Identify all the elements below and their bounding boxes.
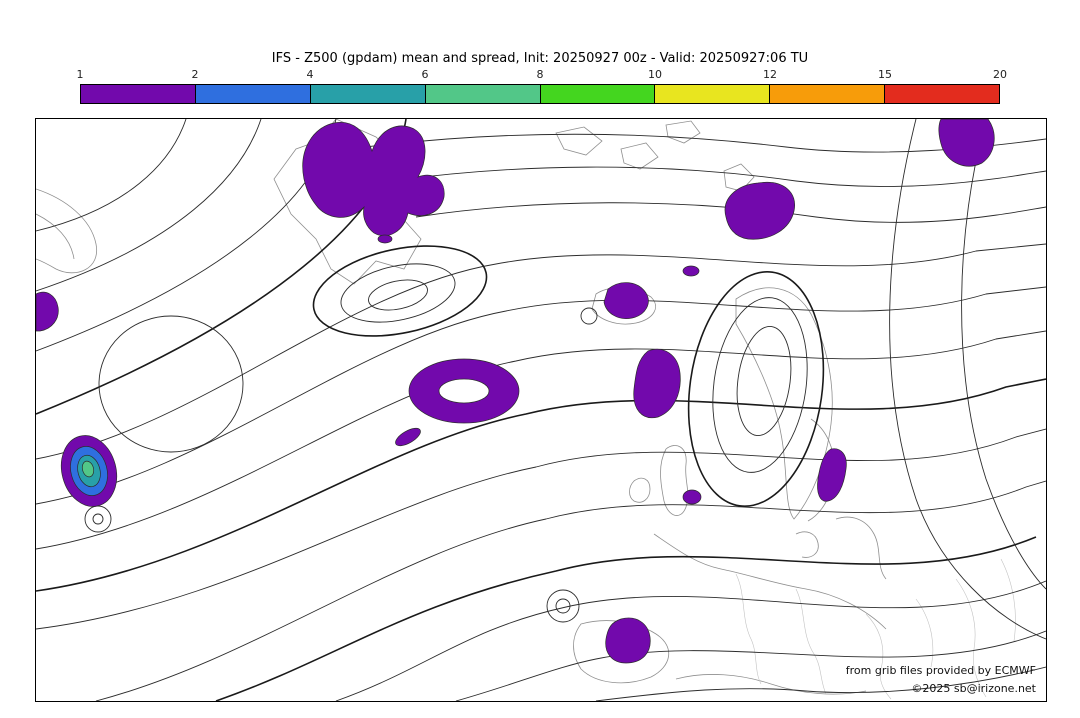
colorbar-segment [540,85,656,103]
spread-streak-atlantic [395,427,421,447]
colorbar-segment [425,85,541,103]
colorbar-segment [195,85,311,103]
colorbar-tick-label: 1 [76,68,84,81]
country-borders [735,558,1016,700]
colorbar-segment [655,85,771,103]
height-contours [36,119,1046,701]
credit-ecmwf: from grib files provided by ECMWF [845,664,1036,677]
spread-maximum-rings [60,435,118,507]
colorbar-segment [81,85,196,103]
colorbar-tick-label: 20 [993,68,1007,81]
colorbar-segment-row [80,84,1000,104]
colorbar-segment [885,85,999,103]
spread-colorbar: 1 2 4 6 8 10 12 15 20 [77,68,1008,104]
spread-donut-atlantic [408,358,520,424]
weather-map [36,119,1046,701]
credit-copyright: ©2025 sb@irizone.net [911,682,1036,695]
colorbar-tick-label: 15 [878,68,892,81]
spread-dot-channel [682,489,702,505]
colorbar-tick-row: 1 2 4 6 8 10 12 15 20 [77,68,1008,82]
spread-dot-norwegian-sea [682,265,700,277]
spread-blob-top-right [938,119,995,167]
colorbar-segment [310,85,426,103]
spread-blob-barents [724,181,796,240]
colorbar-tick-label: 6 [421,68,429,81]
spread-blob-iberia [605,617,651,664]
spread-blob-baltic [817,448,847,502]
spread-blob-left-edge [36,291,59,332]
colorbar-tick-label: 12 [763,68,777,81]
colorbar-tick-label: 10 [648,68,662,81]
spread-blob-greenland-south [377,234,393,244]
colorbar-tick-label: 2 [191,68,199,81]
chart-title: IFS - Z500 (gpdam) mean and spread, Init… [271,51,809,66]
colorbar-tick-label: 8 [536,68,544,81]
colorbar-tick-label: 4 [306,68,314,81]
map-frame: from grib files provided by ECMWF ©2025 … [35,118,1047,702]
spread-blob-iceland [603,282,649,319]
spread-blob-greenland [302,121,445,237]
spread-blob-norway [633,349,681,419]
spread-shading [36,119,995,664]
colorbar-segment [770,85,886,103]
